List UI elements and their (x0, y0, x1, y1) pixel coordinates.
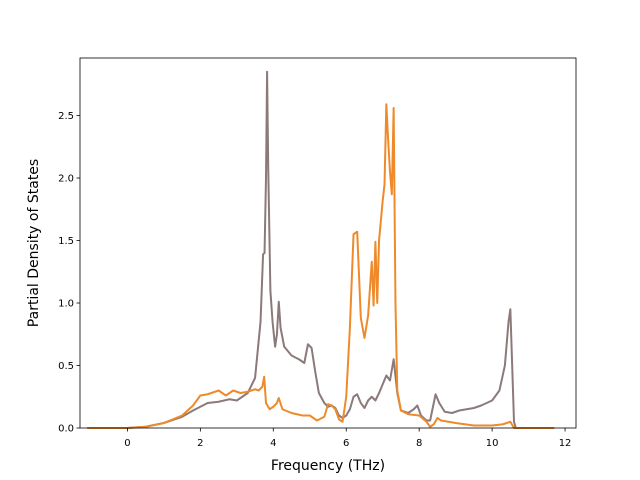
x-tick-label: 12 (559, 438, 572, 449)
y-tick-label: 2.5 (58, 111, 74, 122)
x-axis-label: Frequency (THz) (271, 458, 385, 474)
plot-frame (79, 57, 577, 429)
x-tick-label: 10 (486, 438, 499, 449)
x-axis: 0 2 4 6 8 10 12 (124, 428, 571, 449)
y-axis-label: Partial Density of States (26, 159, 42, 327)
y-tick-label: 0.5 (58, 361, 74, 372)
y-axis: 0.0 0.5 1.0 1.5 2.0 2.5 (58, 111, 80, 435)
y-tick-label: 1.0 (58, 299, 74, 310)
series-layer (87, 70, 555, 429)
x-tick-label: 4 (270, 438, 276, 449)
x-tick-label: 8 (416, 438, 422, 449)
y-tick-label: 1.5 (58, 236, 74, 247)
x-tick-label: 2 (197, 438, 203, 449)
y-tick-label: 2.0 (58, 174, 74, 185)
x-tick-label: 0 (124, 438, 130, 449)
series-line-2 (87, 103, 555, 429)
plot-background (80, 58, 576, 428)
series-line-1 (87, 70, 555, 429)
y-tick-label: 0.0 (58, 424, 74, 435)
x-tick-label: 6 (343, 438, 349, 449)
